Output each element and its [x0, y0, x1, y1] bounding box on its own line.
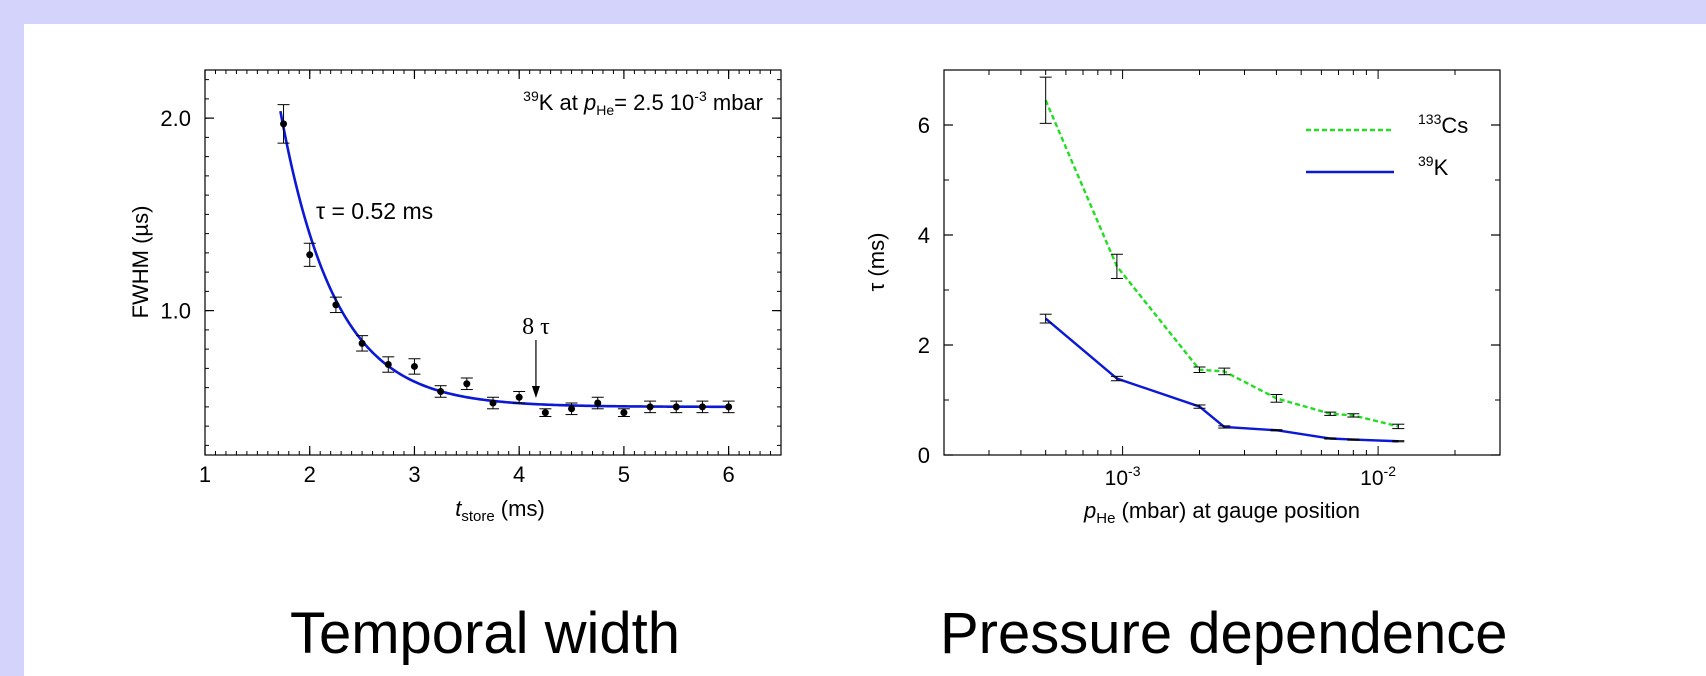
data-point [434, 385, 447, 398]
caption-pressure-dependence: Pressure dependence [940, 601, 1508, 666]
point-marker [489, 399, 497, 407]
point-marker [646, 403, 654, 411]
point-marker [515, 393, 523, 401]
series-line [1044, 99, 1399, 428]
caption-temporal-width: Temporal width [289, 601, 681, 666]
data-point [539, 408, 552, 417]
right-plot-frame [943, 69, 1501, 456]
fit-curve [279, 110, 729, 409]
data-point [277, 104, 290, 144]
data-point [617, 408, 630, 417]
series-cs [1039, 76, 1405, 430]
legend: 133Cs 39K [1306, 111, 1468, 180]
point-marker [463, 380, 471, 388]
x-tick-label: 5 [618, 462, 630, 487]
point-marker [306, 251, 314, 259]
top-color-band [0, 0, 1706, 24]
point-marker [698, 403, 706, 411]
tau-annotation: τ = 0.52 ms [316, 198, 433, 224]
series-line [1044, 317, 1399, 443]
point-marker [358, 339, 366, 347]
arrow-head [531, 386, 540, 398]
point-marker [280, 120, 288, 128]
left-color-band [0, 0, 24, 676]
x-tick-label: 10-3 [1105, 463, 1141, 490]
left-plot-frame [204, 69, 782, 456]
y-tick-label: 1.0 [160, 299, 191, 324]
data-point [382, 356, 395, 373]
data-point [591, 396, 604, 410]
species-annotation: 39K at pHe= 2.5 10-3 mbar [523, 88, 763, 118]
x-axis-label: pHe (mbar) at gauge position [1083, 498, 1360, 527]
point-marker [384, 361, 392, 369]
data-point [722, 400, 735, 414]
right-chart: 10-3 10-2 0 2 4 6 pHe (mbar) at gauge position… [864, 69, 1501, 527]
data-point [487, 396, 499, 410]
point-marker [332, 301, 340, 309]
series-k [1039, 313, 1405, 443]
data-point [303, 242, 316, 267]
y-tick-label: 6 [918, 113, 930, 138]
data-point [408, 358, 421, 375]
y-tick-label: 2.0 [160, 106, 191, 131]
legend-label: 39K [1418, 153, 1449, 180]
left-chart: 1 2 3 4 5 6 2.0 1.0 tstore (ms) FWHM (µs) 39K at p… [128, 69, 782, 525]
data-point [565, 402, 578, 416]
point-marker [620, 409, 628, 417]
x-tick-label: 6 [723, 462, 735, 487]
data-point [329, 296, 342, 314]
data-point [644, 400, 657, 414]
y-axis-label: τ (ms) [864, 233, 889, 292]
x-axis-label: tstore (ms) [455, 496, 545, 525]
data-point [696, 400, 709, 414]
data-point [513, 390, 526, 404]
x-tick-label: 4 [513, 462, 525, 487]
y-axis-label: FWHM (µs) [128, 206, 153, 319]
y-tick-label: 4 [918, 223, 930, 248]
data-point [356, 335, 369, 352]
x-tick-label: 1 [199, 462, 211, 487]
point-marker [541, 409, 549, 417]
y-tick-label: 0 [918, 443, 930, 468]
point-marker [437, 387, 445, 395]
y-tick-label: 2 [918, 333, 930, 358]
x-tick-label: 10-2 [1360, 463, 1396, 490]
legend-label: 133Cs [1418, 111, 1468, 138]
arrow-label: 8 τ [522, 314, 550, 340]
point-marker [672, 403, 680, 411]
point-marker [568, 405, 576, 413]
point-marker [725, 403, 733, 411]
x-tick-label: 3 [408, 462, 420, 487]
x-tick-label: 2 [304, 462, 316, 487]
point-marker [410, 362, 418, 370]
point-marker [594, 399, 602, 407]
data-point [670, 400, 683, 414]
data-point [460, 377, 473, 391]
